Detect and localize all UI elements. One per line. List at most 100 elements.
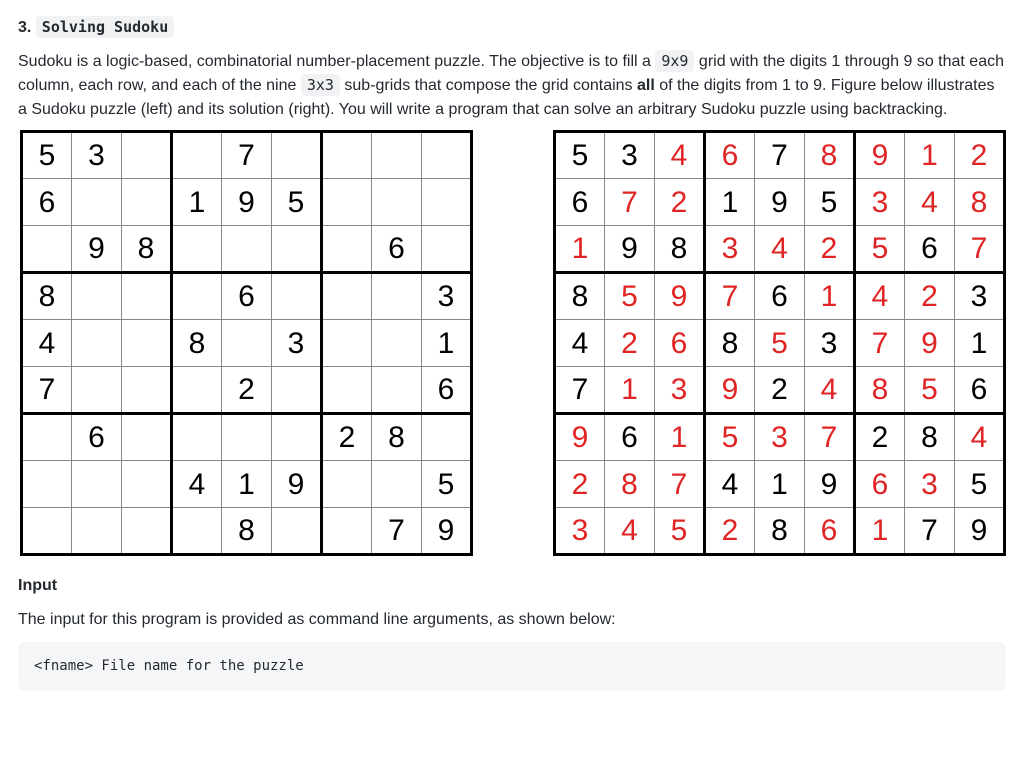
- sudoku-cell: [372, 320, 422, 367]
- sudoku-cell: 3: [955, 273, 1005, 320]
- sudoku-cell: 2: [605, 320, 655, 367]
- sudoku-cell: 3: [422, 273, 472, 320]
- sudoku-cell: [422, 226, 472, 273]
- sudoku-cell: 2: [805, 226, 855, 273]
- sudoku-cell: 5: [22, 132, 72, 179]
- sudoku-cell: [172, 367, 222, 414]
- sudoku-cell: 9: [755, 179, 805, 226]
- sudoku-cell: 6: [222, 273, 272, 320]
- sudoku-cell: 5: [605, 273, 655, 320]
- sudoku-cell: 6: [555, 179, 605, 226]
- sudoku-cell: [322, 320, 372, 367]
- sudoku-cell: [122, 414, 172, 461]
- sudoku-cell: 7: [855, 320, 905, 367]
- sudoku-cell: 6: [605, 414, 655, 461]
- sudoku-cell: 1: [955, 320, 1005, 367]
- sudoku-cell: 4: [555, 320, 605, 367]
- sudoku-cell: 9: [655, 273, 705, 320]
- sudoku-cell: 3: [805, 320, 855, 367]
- sudoku-cell: 6: [855, 461, 905, 508]
- sudoku-cell: 8: [805, 132, 855, 179]
- sudoku-cell: [22, 461, 72, 508]
- sudoku-cell: 4: [805, 367, 855, 414]
- sudoku-cell: 1: [805, 273, 855, 320]
- sudoku-cell: 6: [905, 226, 955, 273]
- sudoku-cell: [372, 367, 422, 414]
- input-description: The input for this program is provided a…: [18, 608, 1006, 632]
- sudoku-cell: 6: [72, 414, 122, 461]
- sudoku-cell: 3: [72, 132, 122, 179]
- sudoku-cell: 6: [372, 226, 422, 273]
- sudoku-cell: 1: [172, 179, 222, 226]
- sudoku-cell: 3: [555, 508, 605, 555]
- sudoku-cell: 1: [855, 508, 905, 555]
- problem-heading: 3. Solving Sudoku: [18, 16, 1006, 40]
- sudoku-cell: 9: [605, 226, 655, 273]
- sudoku-cell: 1: [422, 320, 472, 367]
- sudoku-cell: [222, 226, 272, 273]
- sudoku-cell: 9: [272, 461, 322, 508]
- sudoku-cell: 7: [555, 367, 605, 414]
- sudoku-cell: 8: [955, 179, 1005, 226]
- sudoku-cell: [322, 508, 372, 555]
- sudoku-cell: 4: [955, 414, 1005, 461]
- sudoku-cell: [122, 132, 172, 179]
- sudoku-solution-grid: 5346789126721953481983425678597614234268…: [553, 130, 1006, 556]
- sudoku-cell: 5: [805, 179, 855, 226]
- sudoku-cell: [72, 367, 122, 414]
- sudoku-cell: 8: [755, 508, 805, 555]
- sudoku-cell: 5: [955, 461, 1005, 508]
- sudoku-cell: 1: [705, 179, 755, 226]
- sudoku-cell: [372, 132, 422, 179]
- sudoku-cell: [272, 132, 322, 179]
- problem-description: Sudoku is a logic-based, combinatorial n…: [18, 50, 1006, 122]
- input-heading: Input: [18, 574, 1006, 598]
- sudoku-cell: 5: [855, 226, 905, 273]
- sudoku-cell: 9: [705, 367, 755, 414]
- sudoku-cell: 9: [222, 179, 272, 226]
- desc-text: Sudoku is a logic-based, combinatorial n…: [18, 53, 655, 70]
- sudoku-cell: 8: [855, 367, 905, 414]
- sudoku-cell: 9: [72, 226, 122, 273]
- sudoku-cell: 2: [955, 132, 1005, 179]
- sudoku-cell: 4: [605, 508, 655, 555]
- sudoku-cell: [122, 508, 172, 555]
- sudoku-cell: 2: [555, 461, 605, 508]
- sudoku-cell: 8: [22, 273, 72, 320]
- sudoku-cell: [272, 414, 322, 461]
- sudoku-cell: 9: [805, 461, 855, 508]
- sudoku-cell: [122, 273, 172, 320]
- sudoku-cell: 9: [555, 414, 605, 461]
- sudoku-cell: 2: [322, 414, 372, 461]
- sudoku-cell: [172, 273, 222, 320]
- sudoku-cell: [222, 414, 272, 461]
- sudoku-cell: 4: [755, 226, 805, 273]
- sudoku-cell: 3: [755, 414, 805, 461]
- sudoku-cell: 6: [805, 508, 855, 555]
- sudoku-cell: [272, 367, 322, 414]
- sudoku-cell: [222, 320, 272, 367]
- sudoku-cell: 3: [855, 179, 905, 226]
- sudoku-cell: [72, 508, 122, 555]
- sudoku-cell: 2: [655, 179, 705, 226]
- sudoku-cell: [72, 179, 122, 226]
- sudoku-cell: [372, 461, 422, 508]
- sudoku-cell: 7: [222, 132, 272, 179]
- problem-number: 3.: [18, 19, 31, 36]
- sudoku-cell: 8: [605, 461, 655, 508]
- sudoku-cell: 7: [705, 273, 755, 320]
- desc-bold: all: [637, 77, 655, 94]
- sudoku-cell: [122, 367, 172, 414]
- sudoku-cell: [322, 226, 372, 273]
- sudoku-cell: [22, 508, 72, 555]
- sudoku-cell: 5: [422, 461, 472, 508]
- sudoku-cell: 7: [372, 508, 422, 555]
- sudoku-cell: 2: [855, 414, 905, 461]
- inline-code-3x3: 3x3: [301, 74, 340, 96]
- sudoku-cell: 1: [755, 461, 805, 508]
- sudoku-cell: 7: [805, 414, 855, 461]
- sudoku-cell: [172, 132, 222, 179]
- sudoku-cell: 5: [655, 508, 705, 555]
- sudoku-cell: 3: [272, 320, 322, 367]
- sudoku-cell: [422, 179, 472, 226]
